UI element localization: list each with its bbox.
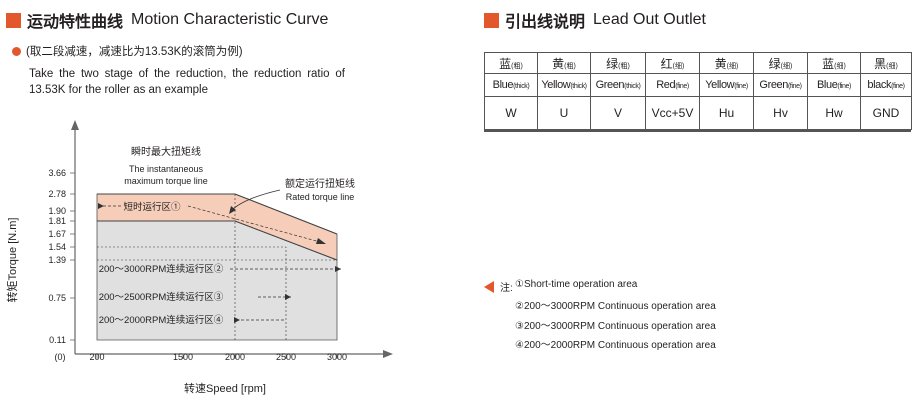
lead-signal: U — [537, 96, 591, 130]
zone-label: 短时运行区① — [123, 201, 181, 213]
zone-label: 200～2500RPM连续运行区③ — [99, 291, 224, 303]
instant-label-en: maximum torque line — [124, 176, 208, 186]
legend-item: ④200～2000RPM Continuous operation area — [515, 340, 716, 351]
x-tick-label: 2500 — [276, 352, 296, 362]
lead-color-cn: 蓝(细) — [807, 52, 861, 74]
lead-signal: Hu — [699, 96, 754, 130]
x-axis-arrow-icon — [383, 350, 393, 358]
lead-signal: Hw — [807, 96, 861, 130]
rated-label-zh: 额定运行扭矩线 — [285, 177, 355, 190]
leader-arrow-icon — [229, 206, 236, 214]
lead-color-cn: 绿(细) — [753, 52, 808, 74]
triangle-pointer-icon — [484, 281, 494, 293]
y-tick-label: 1.54 — [48, 242, 66, 252]
title-square-icon — [6, 12, 21, 28]
rated-label-leader — [231, 189, 281, 211]
zone-arrow-head-icon — [335, 266, 341, 272]
x-tick-label: 1500 — [173, 352, 193, 362]
motion-chart: 3.66 2.78 1.901.81 1.67 1.54 1.39 0.75 0.11 (0) 2… — [5, 120, 393, 395]
legend-item: ③200～3000RPM Continuous operation area — [515, 321, 716, 332]
lead-color-en: black(fine) — [860, 73, 912, 97]
lead-title-zh: 引出线说明 — [505, 14, 586, 31]
y-tick-label: 1.90 — [48, 206, 66, 216]
y-tick-label: 0.75 — [48, 293, 66, 303]
x-tick-label: (0) — [55, 352, 66, 362]
lead-color-en: Blue(thick) — [484, 73, 538, 97]
chart-note-zh: (取二段减速，减速比为13.53K的滚筒为例) — [12, 44, 243, 60]
lead-signal: V — [590, 96, 646, 130]
lead-row-en: Blue(thick) Yellow(thick) Green(thick) Red(… — [484, 73, 912, 97]
lead-signal: W — [484, 96, 538, 130]
lead-color-en: Blue(fine) — [807, 73, 861, 97]
x-tick-label: 3000 — [327, 352, 347, 362]
zone-label: 200～3000RPM连续运行区② — [99, 263, 224, 275]
motion-section-title: 运动特性曲线 Motion Characteristic Curve — [6, 8, 328, 32]
y-tick-label: 3.66 — [48, 168, 66, 178]
lead-color-cn: 黄(粗) — [537, 52, 591, 74]
y-axis-arrow-icon — [71, 120, 79, 130]
lead-color-cn: 蓝(粗) — [484, 52, 538, 74]
lead-signal: Vcc+5V — [645, 96, 700, 130]
lead-row-cn: 蓝(粗) 黄(粗) 绿(粗) 红(细) 黄(细) 绿(细) 蓝(细) 黑(细) — [484, 52, 912, 74]
x-tick-label: 2000 — [225, 352, 245, 362]
lead-section-title: 引出线说明 Lead Out Outlet — [484, 8, 706, 32]
lead-color-cn: 黄(细) — [699, 52, 754, 74]
x-tick-label: 200 — [89, 352, 104, 362]
motion-title-en: Motion Characteristic Curve — [131, 11, 329, 28]
zone-arrow-head-icon — [285, 294, 291, 300]
zone-arrow — [187, 205, 321, 243]
chart-note-en: Take the two stage of the reduction, the… — [29, 68, 345, 96]
rated-label-en: Rated torque line — [286, 192, 355, 202]
instant-label-zh: 瞬时最大扭矩线 — [131, 145, 201, 158]
lead-color-en: Yellow(fine) — [699, 73, 754, 97]
zone-label: 200～2000RPM连续运行区④ — [99, 314, 224, 326]
y-axis-label: 转矩Torque [N.m] — [5, 218, 19, 303]
lead-row-signal: W U V Vcc+5V Hu Hv Hw GND — [484, 96, 912, 130]
legend-prefix: 注: — [500, 283, 513, 294]
zone-arrow-head-icon — [98, 203, 104, 209]
lead-table: 蓝(粗) 黄(粗) 绿(粗) 红(细) 黄(细) 绿(细) 蓝(细) 黑(细) Blue(th… — [484, 52, 912, 130]
rated-torque-line — [97, 220, 338, 261]
instant-label-en: The instantaneous — [129, 164, 204, 174]
instantaneous-max-torque-line — [97, 193, 338, 235]
lead-color-cn: 黑(细) — [860, 52, 912, 74]
note-zh-text: (取二段减速，减速比为13.53K的滚筒为例) — [26, 46, 243, 58]
lead-color-en: Red(fine) — [645, 73, 700, 97]
y-tick-label: 1.67 — [48, 229, 66, 239]
lead-color-en: Green(thick) — [590, 73, 646, 97]
legend-item: ①Short-time operation area — [515, 279, 638, 290]
legend-item: ②200～3000RPM Continuous operation area — [515, 301, 716, 312]
y-tick-label: 1.39 — [48, 255, 66, 265]
motion-title-zh: 运动特性曲线 — [27, 14, 124, 31]
lead-color-en: Yellow(thick) — [537, 73, 591, 97]
lead-color-en: Green(fine) — [753, 73, 808, 97]
lead-signal: GND — [860, 96, 912, 130]
title-square-icon — [484, 12, 499, 28]
zone-arrow-head-icon — [316, 238, 326, 244]
lead-color-cn: 红(细) — [645, 52, 700, 74]
y-tick-label: 1.81 — [48, 216, 66, 226]
y-tick-label: 0.11 — [49, 335, 66, 345]
x-axis-label: 转速Speed [rpm] — [184, 381, 266, 395]
lead-title-en: Lead Out Outlet — [593, 11, 706, 28]
y-tick-label: 2.78 — [48, 189, 66, 199]
table-bottom-rule — [484, 130, 911, 132]
zone-arrow-head-icon — [234, 317, 240, 323]
lead-signal: Hv — [753, 96, 808, 130]
bullet-dot-icon — [12, 47, 21, 56]
lead-color-cn: 绿(粗) — [590, 52, 646, 74]
